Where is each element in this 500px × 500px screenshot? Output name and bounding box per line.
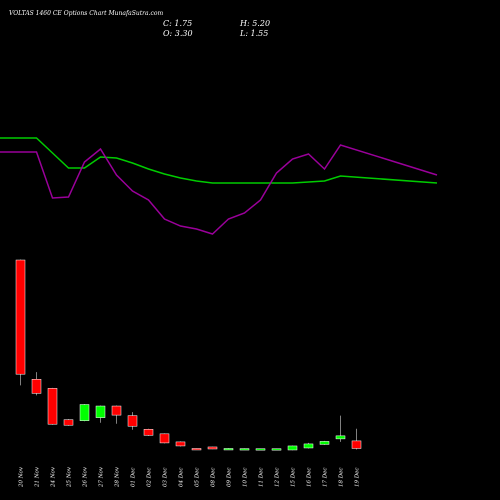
x-tick-label: 03 Dec — [163, 468, 169, 488]
x-tick-label: 24 Nov — [51, 466, 57, 488]
candle-body — [271, 448, 282, 451]
x-tick-label: 12 Dec — [275, 468, 281, 488]
candlestick-series — [15, 259, 362, 451]
candle-body — [239, 448, 250, 451]
x-tick-label: 02 Dec — [147, 468, 153, 488]
x-tick-label: 11 Dec — [259, 468, 265, 488]
x-tick-label: 28 Nov — [115, 466, 121, 488]
candle-body — [223, 448, 234, 451]
x-tick-label: 25 Nov — [67, 466, 73, 488]
candle-body — [63, 419, 74, 426]
low-value: L: 1.55 — [240, 29, 269, 38]
candle-body — [159, 433, 170, 444]
close-value: C: 1.75 — [163, 19, 193, 28]
x-tick-label: 16 Dec — [307, 468, 313, 488]
x-tick-label: 19 Dec — [355, 468, 361, 488]
x-tick-label: 04 Dec — [179, 468, 185, 488]
x-tick-label: 15 Dec — [291, 468, 297, 488]
chart-title: VOLTAS 1460 CE Options Chart MunafaSutra… — [9, 10, 164, 17]
x-tick-label: 27 Nov — [99, 466, 105, 488]
candle-body — [255, 448, 266, 451]
candle-body — [303, 443, 314, 449]
candle-body — [175, 441, 186, 447]
candle-body — [207, 446, 218, 450]
x-tick-label: 26 Nov — [83, 466, 89, 488]
x-axis-labels: 20 Nov 21 Nov 24 Nov 25 Nov 26 Nov 27 Nov 28 N… — [19, 466, 361, 488]
candle-body — [143, 429, 154, 436]
moving-average-line — [0, 137, 438, 184]
x-tick-label: 05 Dec — [195, 468, 201, 488]
candle-body — [31, 379, 42, 394]
x-tick-label: 20 Nov — [19, 466, 25, 488]
candle-body — [15, 259, 26, 375]
candle-body — [319, 441, 330, 445]
candle-body — [111, 405, 122, 416]
candle-body — [95, 405, 106, 418]
candle-body — [287, 445, 298, 451]
x-tick-label: 09 Dec — [227, 468, 233, 488]
candle-body — [191, 448, 202, 451]
x-tick-label: 01 Dec — [131, 468, 137, 488]
candle-body — [351, 440, 362, 449]
x-tick-label: 08 Dec — [211, 468, 217, 488]
x-tick-label: 10 Dec — [243, 468, 249, 488]
x-tick-label: 18 Dec — [339, 468, 345, 488]
candle-body — [335, 435, 346, 440]
candle-body — [79, 404, 90, 421]
candle-body — [127, 415, 138, 427]
indicator-lines — [0, 137, 438, 235]
price-line — [0, 144, 438, 235]
candle-body — [47, 388, 58, 425]
x-tick-label: 17 Dec — [323, 468, 329, 488]
open-value: O: 3.30 — [163, 29, 193, 38]
x-tick-label: 21 Nov — [35, 466, 41, 488]
high-value: H: 5.20 — [240, 19, 271, 28]
